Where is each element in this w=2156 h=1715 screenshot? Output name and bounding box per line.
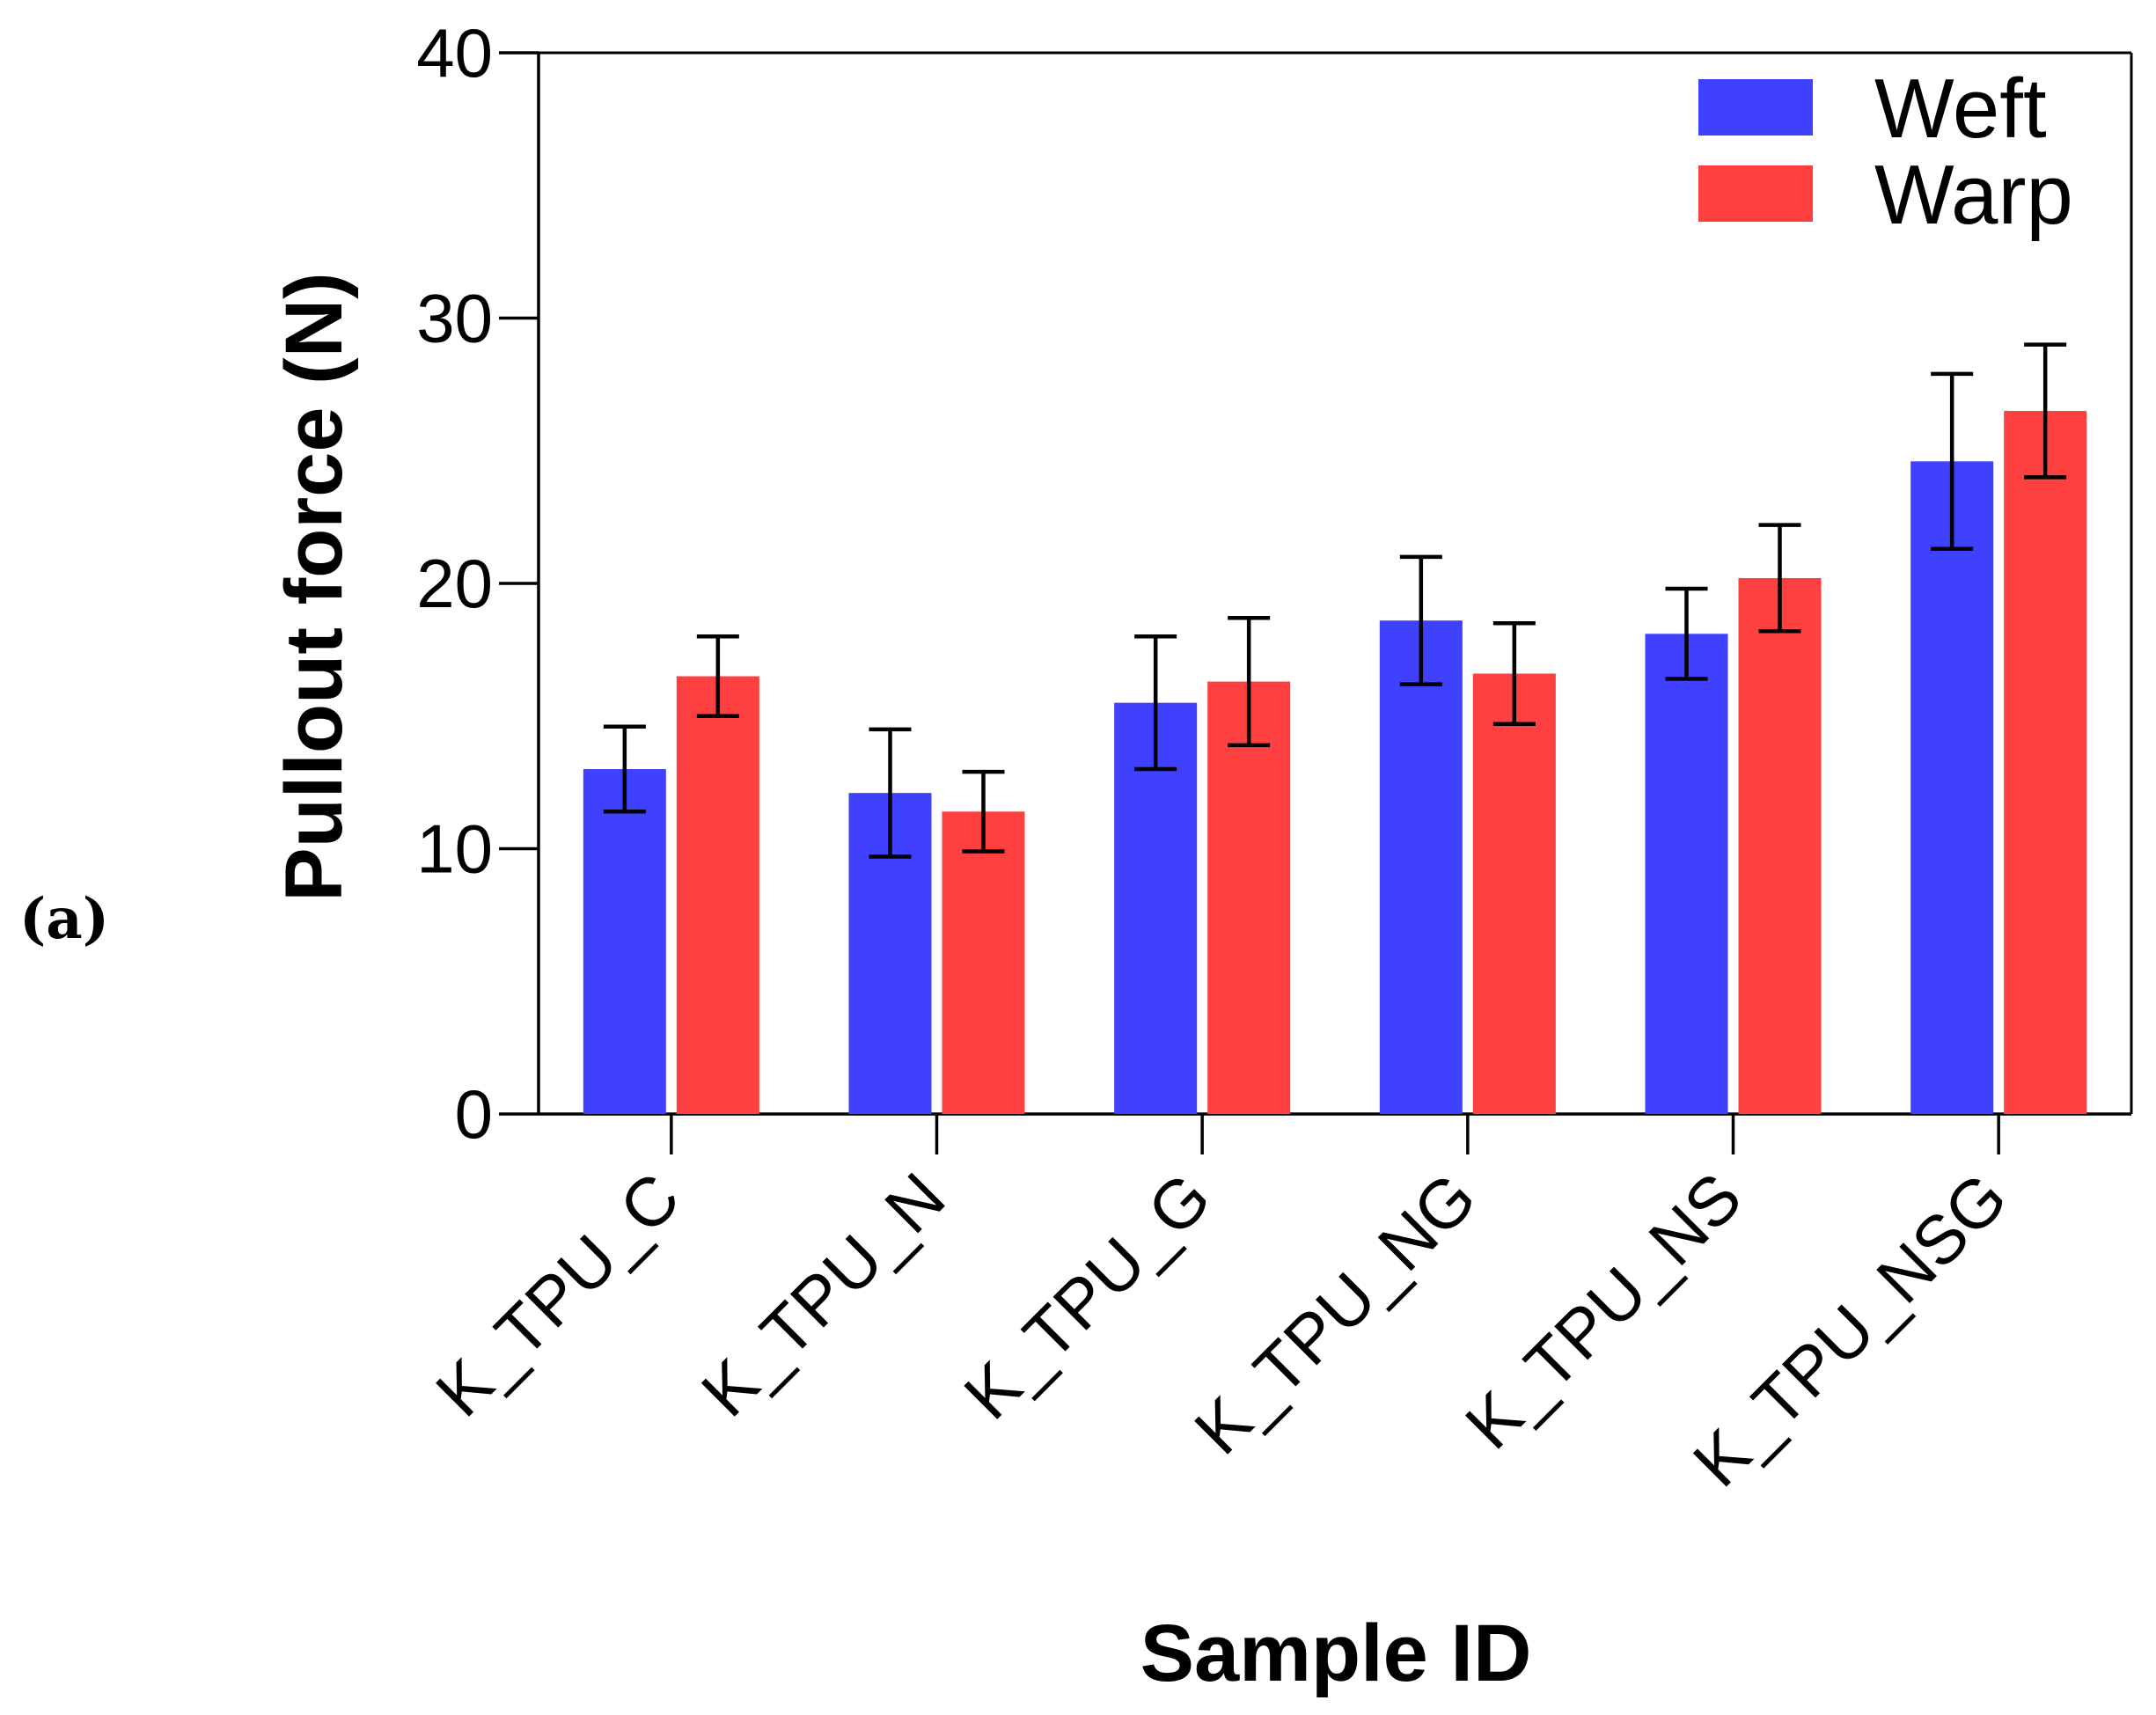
y-tick-label: 30 <box>416 280 493 357</box>
bar-warp-k_tpu_n <box>942 811 1025 1114</box>
bar-weft-k_tpu_ng <box>1379 620 1463 1114</box>
x-axis-title: Sample ID <box>1140 1609 1532 1698</box>
panel-label: (a) <box>19 886 109 952</box>
bar-weft-k_tpu_nsg <box>1910 461 1994 1114</box>
bar-warp-k_tpu_g <box>1207 681 1291 1114</box>
bar-weft-k_tpu_ns <box>1645 634 1728 1114</box>
x-tick-label: K_TPU_G <box>950 1158 1226 1434</box>
y-tick-label: 0 <box>455 1075 493 1153</box>
x-tick-label: K_TPU_C <box>421 1158 694 1432</box>
x-tick-label: K_TPU_N <box>686 1158 960 1432</box>
bar-warp-k_tpu_ng <box>1472 673 1556 1114</box>
bar-weft-k_tpu_g <box>1114 702 1198 1114</box>
y-axis-title: Pullout force (N) <box>269 272 359 902</box>
legend-swatch-weft <box>1698 79 1813 136</box>
legend: Weft Warp <box>1698 62 2073 242</box>
y-tick-label: 40 <box>416 14 493 92</box>
legend-swatch-warp <box>1698 165 1813 222</box>
y-tick-label: 20 <box>416 545 493 622</box>
bar-weft-k_tpu_c <box>583 769 666 1114</box>
x-tick-label: K_TPU_NG <box>1179 1158 1490 1469</box>
legend-label-warp: Warp <box>1874 148 2073 242</box>
bar-warp-k_tpu_ns <box>1738 577 1822 1114</box>
y-tick-label: 10 <box>416 810 493 888</box>
bar-warp-k_tpu_c <box>676 676 759 1114</box>
legend-label-weft: Weft <box>1874 62 2047 156</box>
bar-warp-k_tpu_nsg <box>2004 411 2087 1114</box>
